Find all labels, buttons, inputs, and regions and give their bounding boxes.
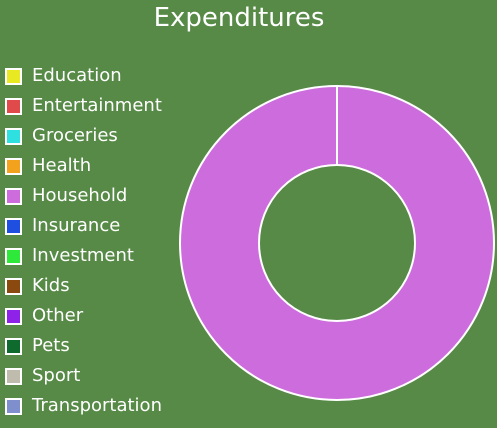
legend-item[interactable]: Groceries (5, 123, 118, 149)
legend-label: Entertainment (32, 95, 162, 116)
legend-swatch (5, 187, 22, 205)
legend-item[interactable]: Transportation (5, 393, 162, 419)
legend-item[interactable]: Other (5, 303, 83, 329)
legend-swatch (5, 367, 22, 385)
legend-swatch (5, 67, 22, 85)
legend-item[interactable]: Kids (5, 273, 70, 299)
legend-item[interactable]: Education (5, 63, 122, 89)
legend-item[interactable]: Sport (5, 363, 80, 389)
legend-label: Groceries (32, 125, 118, 146)
legend-swatch (5, 127, 22, 145)
legend-swatch (5, 247, 22, 265)
legend-item[interactable]: Insurance (5, 213, 120, 239)
legend-swatch (5, 97, 22, 115)
legend-item[interactable]: Entertainment (5, 93, 162, 119)
legend-label: Other (32, 305, 84, 326)
legend-label: Education (32, 65, 122, 86)
legend-label: Pets (32, 335, 70, 356)
legend-label: Transportation (32, 395, 162, 416)
legend-label: Health (32, 155, 92, 176)
chart-title: Expenditures (153, 3, 325, 33)
legend-item[interactable]: Health (5, 153, 91, 179)
legend-label: Sport (32, 365, 81, 386)
legend-swatch (5, 157, 22, 175)
legend-label: Investment (32, 245, 134, 266)
legend-item[interactable]: Household (5, 183, 127, 209)
legend-swatch (5, 397, 22, 415)
legend-swatch (5, 217, 22, 235)
legend-swatch (5, 307, 22, 325)
legend-label: Household (32, 185, 128, 206)
legend-item[interactable]: Pets (5, 333, 70, 359)
legend-label: Kids (32, 275, 70, 296)
legend-item[interactable]: Investment (5, 243, 134, 269)
legend-swatch (5, 337, 22, 355)
legend-swatch (5, 277, 22, 295)
legend-label: Insurance (32, 215, 121, 236)
donut-slice-household[interactable] (179, 84, 495, 402)
